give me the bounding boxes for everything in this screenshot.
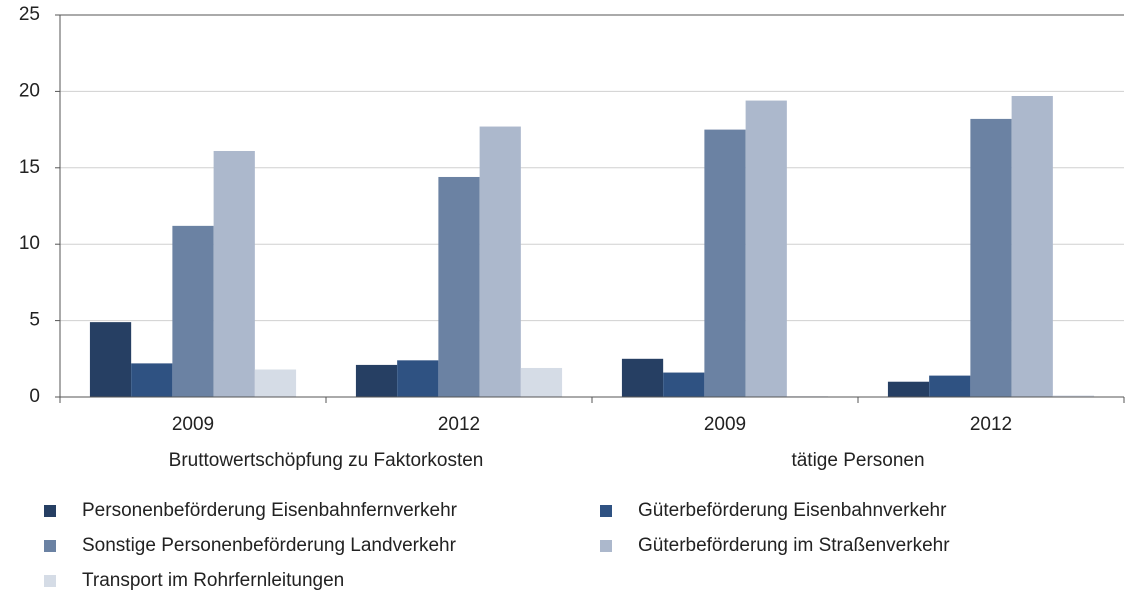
bar (970, 118, 1012, 398)
legend-label: Sonstige Personenbeförderung Landverkehr (82, 535, 457, 556)
bar (621, 358, 664, 397)
y-tick-label: 0 (29, 386, 40, 407)
x-tick-label: 2012 (438, 414, 480, 435)
bar (520, 367, 563, 397)
x-tick-label: 2009 (704, 414, 746, 435)
legend-label: Güterbeförderung Eisenbahnverkehr (638, 500, 947, 521)
bar (1011, 95, 1053, 397)
bar (929, 375, 971, 397)
bar (663, 372, 705, 397)
legend-swatch (600, 505, 612, 517)
bar (213, 150, 255, 397)
group-label: Bruttowertschöpfung zu Faktorkosten (169, 450, 484, 471)
y-tick-label: 25 (19, 4, 40, 25)
group-label: tätige Personen (791, 450, 924, 471)
bar (355, 364, 398, 397)
x-tick-label: 2009 (172, 414, 214, 435)
bar (745, 100, 787, 398)
bar (479, 126, 521, 397)
y-tick-label: 20 (19, 80, 40, 101)
legend-swatch (44, 575, 56, 587)
y-tick-label: 15 (19, 157, 40, 178)
legend-swatch (44, 540, 56, 552)
legend-label: Transport im Rohrfernleitungen (82, 570, 344, 591)
bar (438, 176, 480, 397)
bar (254, 369, 297, 397)
bar (131, 363, 173, 397)
legend-swatch (600, 540, 612, 552)
bar (89, 322, 132, 397)
x-tick-label: 2012 (970, 414, 1012, 435)
legend-label: Güterbeförderung im Straßenverkehr (638, 535, 950, 556)
legend-label: Personenbeförderung Eisenbahnfernverkehr (82, 500, 458, 521)
legend-swatch (44, 505, 56, 517)
y-tick-label: 10 (19, 233, 40, 254)
y-tick-label: 5 (29, 310, 40, 331)
bar (1052, 395, 1095, 397)
bar (172, 225, 214, 397)
bar (887, 381, 930, 397)
bar (704, 129, 746, 397)
bar (397, 360, 439, 397)
